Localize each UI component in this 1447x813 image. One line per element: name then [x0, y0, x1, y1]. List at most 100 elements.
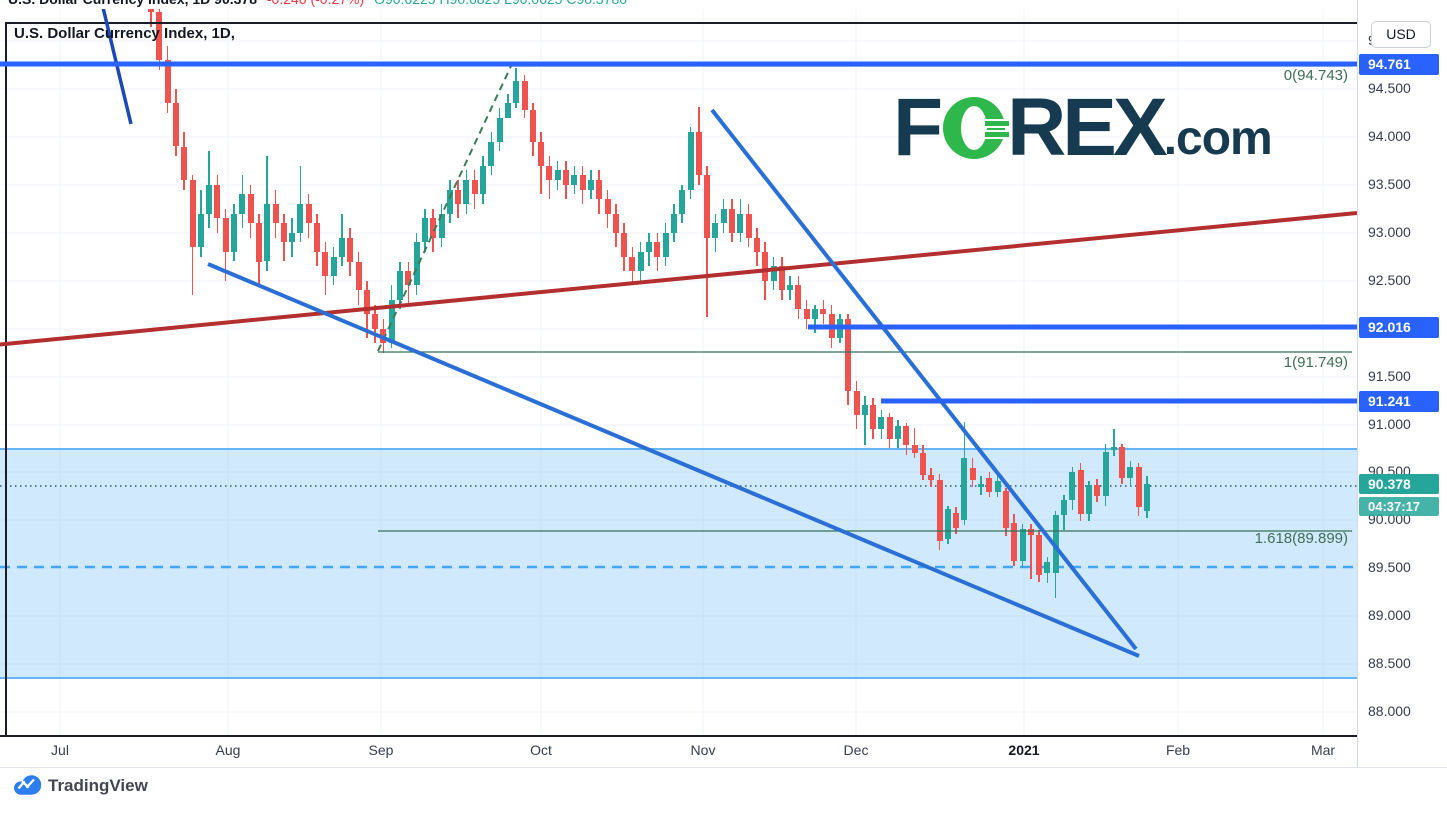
candle-up[interactable]	[770, 266, 777, 281]
candle-down[interactable]	[795, 285, 802, 310]
candle-up[interactable]	[646, 242, 652, 252]
candle-up[interactable]	[463, 180, 470, 204]
candle-down[interactable]	[654, 242, 661, 257]
candle-down[interactable]	[953, 512, 960, 528]
candle-down[interactable]	[471, 180, 478, 195]
candle-down[interactable]	[612, 213, 619, 233]
tradingview-logo[interactable]: TradingView	[12, 773, 148, 798]
candle-up[interactable]	[297, 204, 304, 233]
candle-up[interactable]	[895, 426, 901, 439]
candle-down[interactable]	[164, 60, 171, 104]
candle-up[interactable]	[438, 213, 445, 238]
candle-up[interactable]	[338, 237, 345, 257]
candle-down[interactable]	[969, 467, 976, 480]
candle-up[interactable]	[504, 103, 511, 118]
candle-up[interactable]	[787, 285, 794, 291]
candle-down[interactable]	[347, 237, 354, 262]
candle-down[interactable]	[704, 175, 711, 238]
candle-up[interactable]	[571, 175, 578, 185]
candle-down[interactable]	[729, 208, 735, 233]
candle-down[interactable]	[853, 390, 860, 415]
candle-up[interactable]	[1061, 500, 1067, 516]
candle-down[interactable]	[928, 475, 935, 480]
candle-up[interactable]	[737, 213, 744, 233]
candle-up[interactable]	[978, 483, 984, 487]
candle-down[interactable]	[255, 223, 262, 262]
candle-up[interactable]	[1085, 484, 1092, 515]
candle-up[interactable]	[878, 416, 885, 430]
candle-down[interactable]	[803, 309, 810, 319]
candle-down[interactable]	[1119, 447, 1126, 479]
candle-up[interactable]	[961, 457, 968, 521]
candle-down[interactable]	[455, 189, 462, 204]
candle-down[interactable]	[919, 453, 926, 476]
candle-up[interactable]	[397, 271, 403, 300]
candle-down[interactable]	[172, 103, 179, 147]
candle-up[interactable]	[587, 180, 594, 190]
candle-up[interactable]	[720, 208, 727, 224]
candle-down[interactable]	[156, 12, 163, 61]
candle-up[interactable]	[496, 117, 503, 142]
candle-up[interactable]	[231, 213, 237, 252]
candle-up[interactable]	[1019, 528, 1026, 562]
candle-down[interactable]	[405, 271, 412, 286]
candle-up[interactable]	[413, 242, 420, 286]
currency-toggle-button[interactable]: USD	[1371, 21, 1431, 48]
candle-down[interactable]	[745, 213, 752, 238]
candle-down[interactable]	[148, 9, 154, 13]
candle-down[interactable]	[563, 170, 569, 185]
candle-up[interactable]	[994, 480, 1001, 493]
candle-up[interactable]	[264, 204, 271, 262]
candle-up[interactable]	[330, 256, 337, 276]
chart-pane[interactable]: F REX .com U.S. Dollar Currency Index, 1…	[0, 9, 1357, 735]
candle-up[interactable]	[289, 232, 296, 243]
candle-up[interactable]	[662, 232, 669, 257]
candle-down[interactable]	[1011, 523, 1018, 562]
candle-down[interactable]	[1002, 491, 1009, 528]
candle-down[interactable]	[181, 146, 188, 181]
candle-up[interactable]	[1069, 472, 1076, 501]
candle-down[interactable]	[529, 110, 536, 142]
candle-down[interactable]	[372, 314, 379, 329]
candle-up[interactable]	[197, 213, 204, 248]
candle-down[interactable]	[314, 223, 320, 252]
candle-down[interactable]	[886, 416, 893, 439]
candle-down[interactable]	[820, 309, 827, 315]
price-axis[interactable]: 95.00094.50094.00093.50093.00092.50091.5…	[1357, 0, 1447, 767]
candle-down[interactable]	[546, 165, 553, 181]
candle-up[interactable]	[944, 508, 951, 540]
candle-down[interactable]	[280, 223, 287, 243]
candle-down[interactable]	[1135, 466, 1142, 507]
candle-down[interactable]	[903, 426, 910, 446]
candle-up[interactable]	[1044, 562, 1051, 573]
candle-down[interactable]	[305, 204, 312, 224]
candle-down[interactable]	[521, 81, 528, 111]
candle-down[interactable]	[629, 256, 636, 272]
candle-down[interactable]	[596, 180, 603, 200]
candle-up[interactable]	[446, 189, 453, 214]
candle-down[interactable]	[621, 232, 628, 257]
candle-down[interactable]	[936, 479, 943, 542]
candle-up[interactable]	[554, 170, 561, 181]
candle-down[interactable]	[363, 290, 370, 315]
candle-up[interactable]	[679, 189, 686, 214]
candle-down[interactable]	[538, 141, 545, 166]
candle-up[interactable]	[513, 81, 520, 104]
candle-up[interactable]	[239, 194, 246, 214]
candle-up[interactable]	[1144, 484, 1150, 511]
candle-up[interactable]	[1127, 466, 1134, 479]
candle-down[interactable]	[247, 194, 254, 224]
candle-down[interactable]	[986, 478, 993, 493]
candle-down[interactable]	[762, 251, 769, 281]
candle-down[interactable]	[845, 319, 852, 391]
candle-up[interactable]	[637, 251, 644, 272]
candle-down[interactable]	[1094, 484, 1101, 497]
candle-down[interactable]	[753, 237, 760, 252]
candle-down[interactable]	[214, 184, 221, 219]
candle-down[interactable]	[604, 199, 611, 214]
candle-down[interactable]	[579, 175, 586, 190]
candle-down[interactable]	[355, 261, 362, 291]
candle-up[interactable]	[861, 405, 868, 415]
candle-up[interactable]	[480, 165, 486, 195]
candle-down[interactable]	[870, 405, 877, 430]
